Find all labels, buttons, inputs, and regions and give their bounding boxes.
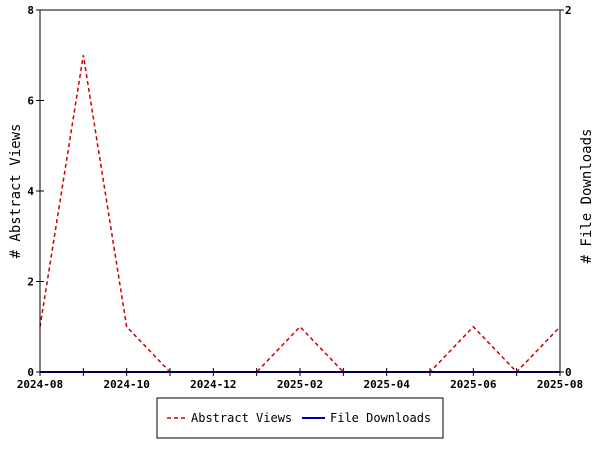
- y-tick-label: 8: [27, 4, 34, 17]
- x-tick-label: 2024-10: [103, 378, 149, 391]
- x-tick-label: 2024-08: [17, 378, 63, 391]
- plot-frame: [39, 9, 561, 373]
- x-tick-label: 2025-04: [363, 378, 410, 391]
- legend-label-abstract-views: Abstract Views: [191, 411, 292, 425]
- x-tick-label: 2024-12: [190, 378, 236, 391]
- legend-label-file-downloads: File Downloads: [330, 411, 431, 425]
- x-tick-label: 2025-02: [277, 378, 323, 391]
- x-tick-label: 2025-06: [450, 378, 497, 391]
- y2-tick-label: 0: [565, 366, 572, 379]
- y-tick-label: 0: [27, 366, 34, 379]
- legend: Abstract Views File Downloads: [156, 397, 444, 439]
- y2-tick-label: 2: [565, 4, 572, 17]
- y2-axis-title: # File Downloads: [579, 129, 595, 264]
- y-tick-label: 6: [27, 95, 34, 108]
- legend-box: [156, 397, 444, 439]
- x-tick-label: 2025-08: [537, 378, 583, 391]
- y-axis-title: # Abstract Views: [8, 124, 24, 259]
- y-tick-label: 2: [27, 276, 34, 289]
- y-tick-label: 4: [27, 185, 34, 198]
- series-line-abstract-views: [39, 55, 561, 374]
